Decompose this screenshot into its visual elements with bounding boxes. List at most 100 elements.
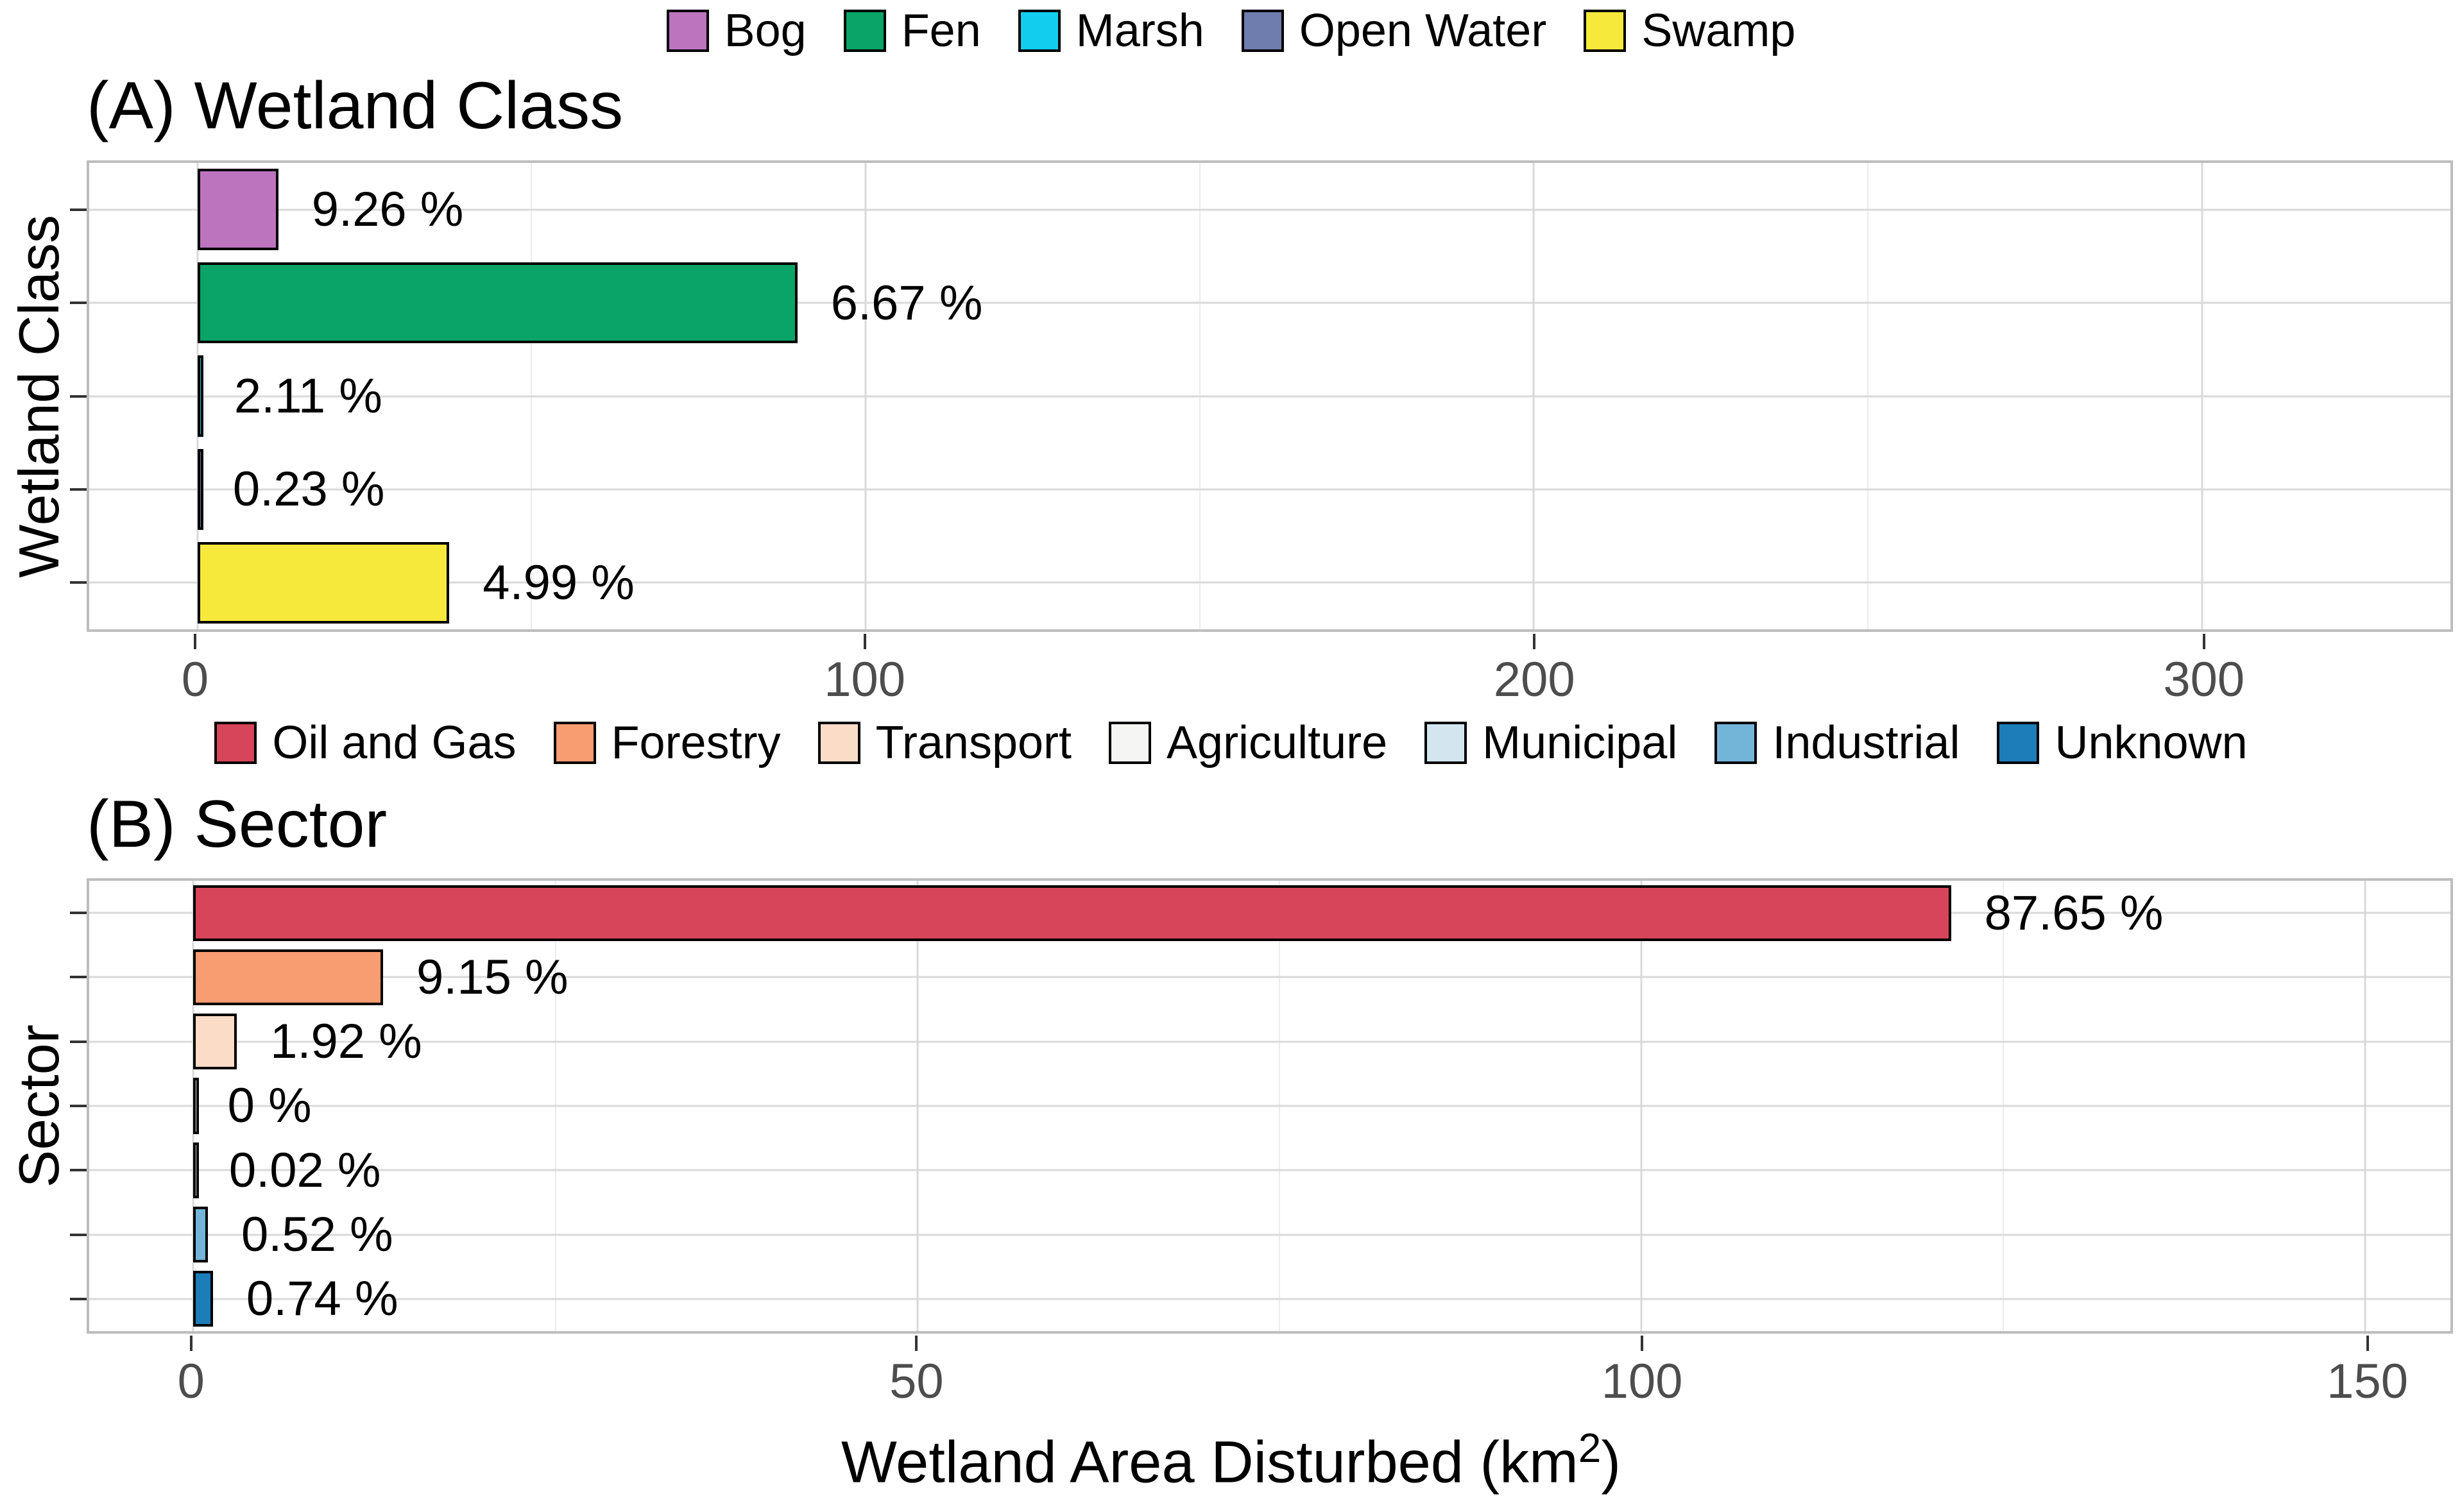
bar-label-industrial: 0.52 %: [241, 1207, 393, 1262]
y-tick-forestry: [70, 976, 87, 979]
x-tick-mark-50: [915, 1336, 918, 1351]
bar-label-oil-and-gas: 87.65 %: [1984, 885, 2164, 940]
legend-key-marsh-swatch: [1018, 10, 1061, 52]
x-tick-mark-200: [1533, 634, 1536, 649]
panel-a-x-axis: 0 100 200 300: [87, 634, 2453, 724]
legend-item-industrial: Industrial: [1714, 720, 1960, 766]
bar-fen: [197, 262, 798, 344]
legend-label-forestry: Forestry: [611, 717, 781, 769]
legend-key-open-water-swatch: [1241, 10, 1284, 52]
legend-key-industrial-swatch: [1714, 722, 1757, 764]
x-tick-label-100: 100: [1601, 1354, 1683, 1409]
legend-label-transport: Transport: [875, 717, 1072, 769]
y-axis-title-sector: Sector: [4, 878, 74, 1334]
bar-swamp: [197, 542, 450, 624]
legend-item-municipal: Municipal: [1424, 720, 1677, 766]
x-axis-title: Wetland Area Disturbed (km2): [0, 1425, 2462, 1495]
x-tick-label-100: 100: [824, 652, 906, 707]
y-tick-industrial: [70, 1233, 87, 1236]
legend-label-unknown: Unknown: [2055, 717, 2248, 769]
legend-item-unknown: Unknown: [1997, 717, 2248, 769]
legend-label-open-water: Open Water: [1299, 5, 1547, 56]
legend-wetland-class: Bog Fen Marsh Open Water Swamp: [0, 8, 2462, 54]
panel-b-plot-area: 87.65 % 9.15 % 1.92 % 0 % 0.02 % 0.52 % 0.74 %: [70, 878, 2453, 1334]
bar-label-forestry: 9.15 %: [416, 949, 568, 1005]
row-gridline-transport: [89, 1041, 2450, 1043]
bar-bog: [197, 169, 278, 250]
bar-unknown: [193, 1271, 213, 1327]
bar-marsh: [197, 355, 203, 437]
y-tick-bog: [70, 208, 87, 211]
legend-label-agriculture: Agriculture: [1167, 717, 1388, 769]
bar-label-unknown: 0.74 %: [246, 1271, 398, 1327]
y-tick-transport: [70, 1040, 87, 1043]
x-tick-mark-0: [194, 634, 197, 649]
row-gridline-agriculture: [89, 1105, 2450, 1107]
row-gridline-marsh: [89, 395, 2450, 397]
bar-label-marsh: 2.11 %: [234, 368, 382, 423]
legend-item-bog: Bog: [666, 5, 807, 56]
row-gridline-municipal: [89, 1169, 2450, 1171]
row-gridline-unknown: [89, 1298, 2450, 1300]
row-gridline-swamp: [89, 581, 2450, 584]
y-tick-agriculture: [70, 1105, 87, 1107]
x-tick-mark-0: [189, 1336, 192, 1351]
bar-label-bog: 9.26 %: [311, 182, 464, 237]
x-axis-title-text: Wetland Area Disturbed (km: [841, 1429, 1578, 1495]
legend-sector: Oil and Gas Forestry Transport Agriculture M…: [0, 720, 2462, 766]
legend-key-agriculture-swatch: [1109, 722, 1152, 764]
legend-item-open-water: Open Water: [1241, 5, 1547, 56]
x-tick-label-0: 0: [177, 1354, 205, 1409]
legend-label-marsh: Marsh: [1075, 5, 1204, 56]
x-tick-mark-150: [2366, 1336, 2369, 1351]
legend-key-forestry-swatch: [553, 722, 596, 764]
legend-label-fen: Fen: [901, 5, 981, 56]
bar-transport: [193, 1014, 237, 1070]
y-tick-oil-and-gas: [70, 912, 87, 915]
x-tick-label-300: 300: [2163, 652, 2245, 707]
legend-label-oil-and-gas: Oil and Gas: [272, 717, 517, 769]
legend-item-oil-and-gas: Oil and Gas: [214, 717, 517, 769]
y-tick-marsh: [70, 395, 87, 398]
row-gridline-open-water: [89, 488, 2450, 491]
x-tick-label-50: 50: [889, 1354, 944, 1409]
legend-key-bog-swatch: [666, 10, 709, 52]
legend-item-fen: Fen: [843, 5, 981, 56]
bar-label-swamp: 4.99 %: [483, 555, 635, 610]
legend-item-marsh: Marsh: [1018, 8, 1204, 54]
bar-label-open-water: 0.23 %: [232, 462, 385, 517]
bar-label-fen: 6.67 %: [830, 275, 983, 330]
row-gridline-fen: [89, 302, 2450, 304]
x-tick-label-0: 0: [181, 652, 209, 707]
legend-key-fen-swatch: [843, 10, 886, 52]
panel-b-x-axis: 0 50 100 150: [87, 1336, 2453, 1425]
legend-label-municipal: Municipal: [1482, 717, 1678, 769]
row-gridline-bog: [89, 208, 2450, 211]
y-tick-fen: [70, 302, 87, 305]
panel-b-title: (B) Sector: [87, 787, 388, 862]
x-tick-mark-300: [2202, 634, 2205, 649]
x-axis-title-superscript: 2: [1578, 1425, 1602, 1471]
y-tick-unknown: [70, 1297, 87, 1300]
y-tick-open-water: [70, 488, 87, 491]
legend-item-transport: Transport: [817, 717, 1072, 769]
y-axis-title-text: Wetland Class: [7, 214, 71, 578]
x-tick-mark-100: [863, 634, 866, 649]
bar-label-municipal: 0.02 %: [228, 1142, 381, 1198]
legend-label-bog: Bog: [724, 5, 807, 56]
legend-key-oil-and-gas-swatch: [214, 722, 257, 764]
row-gridline-forestry: [89, 976, 2450, 978]
y-tick-municipal: [70, 1169, 87, 1172]
x-tick-label-200: 200: [1493, 652, 1575, 707]
x-tick-mark-100: [1640, 1336, 1643, 1351]
y-axis-title-text: Sector: [7, 1024, 71, 1188]
bar-industrial: [193, 1206, 208, 1263]
x-tick-label-150: 150: [2327, 1354, 2408, 1409]
bar-municipal: [193, 1142, 200, 1198]
legend-item-forestry: Forestry: [553, 717, 781, 769]
y-tick-swamp: [70, 581, 87, 584]
legend-key-municipal-swatch: [1424, 722, 1467, 764]
legend-item-agriculture: Agriculture: [1109, 720, 1387, 766]
bar-agriculture: [193, 1078, 200, 1134]
